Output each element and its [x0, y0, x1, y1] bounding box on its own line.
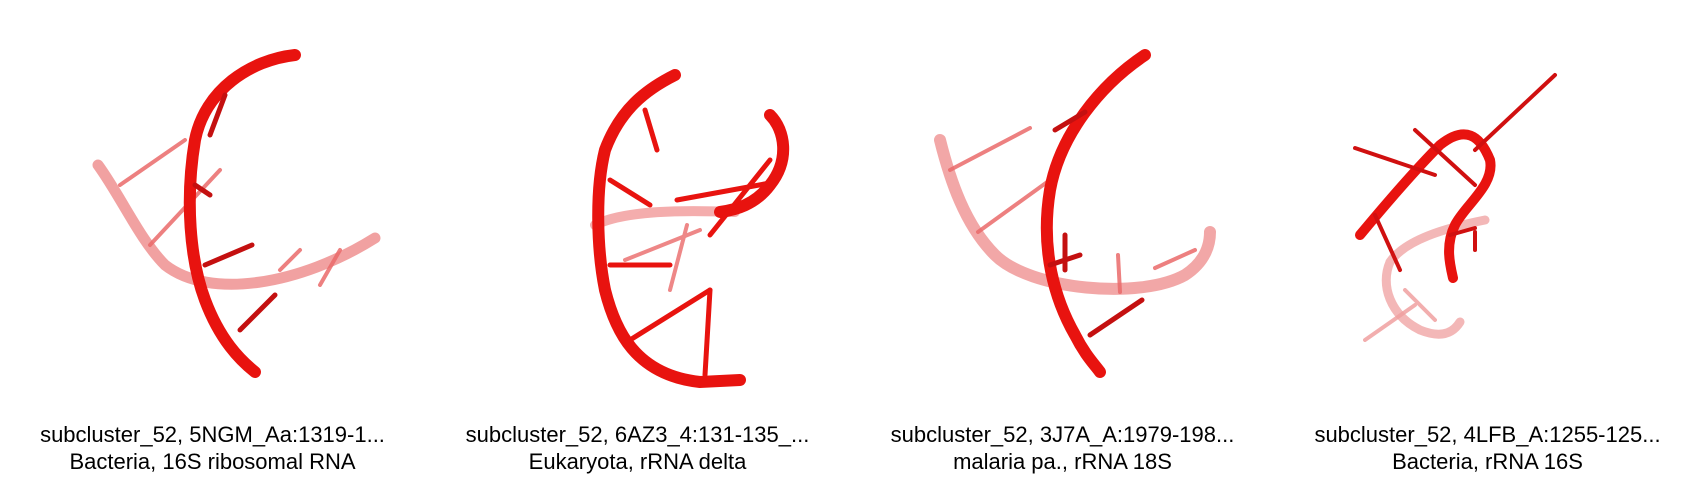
rna-structure-image-1 — [92, 49, 381, 378]
panel-subtitle: Bacteria, rRNA 16S — [1392, 449, 1583, 474]
panel-title: subcluster_52, 5NGM_Aa:1319-1... — [40, 422, 385, 447]
panel-subtitle: Eukaryota, rRNA delta — [528, 449, 747, 474]
structure-panel-4: subcluster_52, 4LFB_A:1255-125... Bacter… — [1275, 0, 1700, 480]
panel-title: subcluster_52, 6AZ3_4:131-135_... — [465, 422, 810, 447]
structure-panel-1: subcluster_52, 5NGM_Aa:1319-1... Bacteri… — [0, 0, 425, 480]
structure-panel-3: subcluster_52, 3J7A_A:1979-198... malari… — [850, 0, 1275, 480]
panel-subtitle: Bacteria, 16S ribosomal RNA — [69, 449, 356, 474]
rna-structure-image-2 — [590, 69, 790, 389]
structure-panel-2: subcluster_52, 6AZ3_4:131-135_... Eukary… — [425, 0, 850, 480]
rna-structure-image-4 — [1353, 73, 1557, 342]
panel-title: subcluster_52, 3J7A_A:1979-198... — [890, 422, 1235, 447]
panel-title: subcluster_52, 4LFB_A:1255-125... — [1314, 422, 1661, 447]
panel-subtitle: malaria pa., rRNA 18S — [953, 449, 1172, 474]
rna-structure-image-3 — [934, 49, 1216, 378]
